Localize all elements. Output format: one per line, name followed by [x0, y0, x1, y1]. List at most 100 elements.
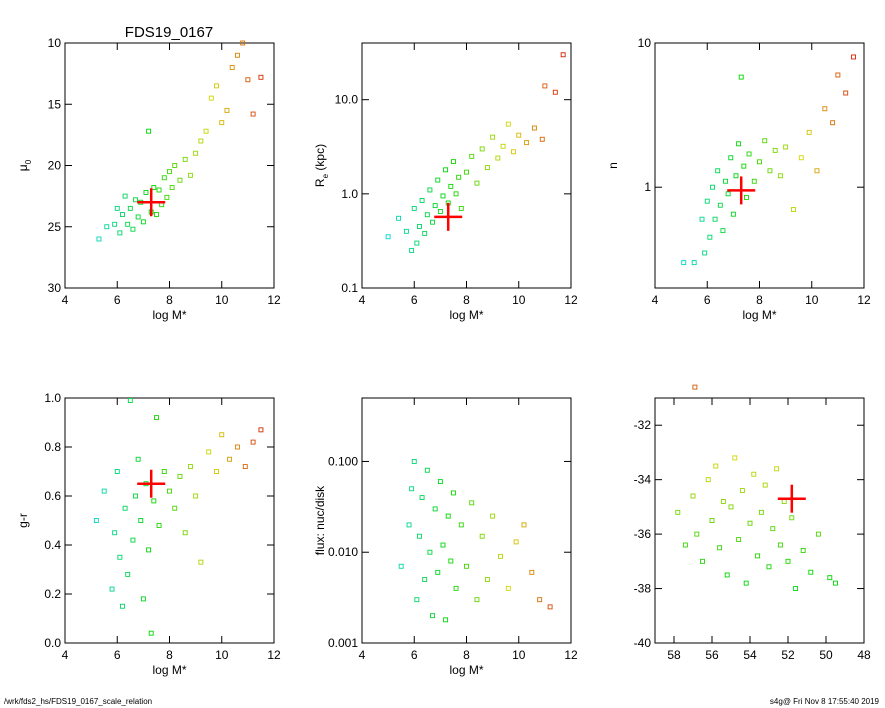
data-point-n [767, 168, 773, 174]
data-point-n [835, 72, 841, 78]
data-point-n [783, 144, 789, 150]
data-point-mag [762, 482, 768, 488]
data-point-gr [206, 449, 212, 455]
data-point-re [385, 234, 391, 240]
y-tick-label-mag: -34 [634, 473, 652, 487]
data-point-mag [755, 553, 761, 559]
data-point-mu0 [229, 65, 235, 70]
data-point-mu0 [169, 185, 175, 191]
x-axis-label-n: log M* [742, 308, 776, 322]
y-tick-label-gr: 1.0 [44, 391, 61, 405]
data-point-re [479, 146, 485, 152]
data-point-gr [172, 505, 178, 511]
data-point-n [710, 184, 715, 190]
plot-frame-gr [64, 397, 275, 644]
data-point-mag [751, 471, 757, 477]
y-tick-label-flux: 0.100 [328, 454, 358, 468]
data-point-flux [409, 486, 415, 492]
data-point-flux [443, 617, 449, 623]
data-point-mag [808, 569, 814, 575]
data-point-n [702, 250, 708, 256]
data-point-re [495, 155, 501, 161]
data-point-n [691, 260, 697, 266]
data-point-gr [187, 464, 193, 470]
x-tick-label-n: 12 [857, 293, 871, 307]
data-point-re [505, 121, 511, 127]
data-point-re [458, 205, 464, 211]
data-point-gr [93, 518, 99, 523]
data-point-gr [182, 530, 188, 536]
y-tick-label-gr: 0.2 [44, 587, 61, 601]
data-point-mu0 [258, 74, 264, 80]
data-point-mag [758, 509, 764, 515]
data-point-flux [440, 542, 446, 548]
data-point-flux [484, 577, 490, 583]
data-point-re [411, 205, 417, 211]
data-point-mu0 [219, 120, 225, 126]
data-point-n [733, 173, 739, 179]
data-point-mag [739, 488, 745, 494]
plot-frame-re [361, 42, 572, 289]
data-point-n [814, 168, 820, 174]
data-point-mu0 [127, 205, 133, 211]
data-point-gr [114, 469, 120, 474]
data-point-re [419, 198, 425, 203]
data-point-gr [153, 415, 159, 421]
plot-frame-flux [361, 397, 572, 644]
data-point-n [681, 260, 687, 266]
data-point-flux [469, 500, 475, 506]
data-point-re [474, 180, 480, 186]
data-point-mag [781, 498, 787, 504]
data-point-n [751, 178, 757, 184]
data-point-n [772, 147, 778, 153]
y-tick-label-re: 10.0 [335, 93, 359, 107]
data-point-mu0 [130, 226, 136, 232]
y-tick-label-mag: -32 [634, 418, 652, 432]
data-point-mag [728, 504, 734, 510]
data-point-re [542, 83, 548, 89]
y-tick-label-mag: -36 [634, 527, 652, 541]
data-point-n [723, 178, 728, 184]
data-point-mag [766, 564, 772, 570]
data-point-re [500, 143, 506, 149]
data-point-mag [724, 572, 730, 578]
y-tick-label-flux: 0.010 [328, 545, 358, 559]
data-point-re [417, 224, 422, 229]
x-tick-label-mag: 54 [743, 648, 757, 662]
data-point-flux [521, 522, 527, 528]
data-point-re [435, 177, 441, 183]
data-point-flux [547, 604, 553, 610]
data-point-mu0 [112, 221, 118, 227]
y-tick-label-mu0: 15 [48, 97, 62, 111]
data-point-gr [117, 554, 123, 560]
data-point-gr [156, 522, 162, 528]
data-point-mag [709, 518, 715, 523]
data-point-gr [146, 547, 152, 553]
data-point-re [450, 159, 456, 165]
data-point-n [707, 234, 713, 240]
data-point-re [437, 209, 443, 214]
data-point-n [736, 141, 742, 147]
x-tick-label-flux: 4 [359, 648, 366, 662]
data-point-mu0 [117, 230, 123, 236]
data-point-n [843, 90, 849, 96]
data-point-n [738, 74, 744, 80]
data-point-gr [101, 488, 107, 494]
data-point-re [422, 230, 428, 236]
data-point-mu0 [193, 150, 199, 156]
data-point-flux [398, 563, 404, 569]
data-point-mag [793, 586, 799, 592]
data-point-flux [424, 467, 430, 473]
y-tick-label-n: 1 [644, 180, 651, 194]
data-point-re [560, 52, 566, 58]
x-axis-label-flux: log M* [449, 663, 483, 677]
data-point-gr [112, 530, 118, 536]
data-point-gr [193, 493, 199, 499]
data-point-re [484, 165, 490, 171]
y-axis-label-flux: flux: nuc/disk [313, 485, 327, 555]
data-point-mag [690, 493, 696, 499]
x-tick-label-re: 4 [359, 293, 366, 307]
data-point-mag [777, 542, 783, 548]
data-point-re [448, 183, 454, 189]
y-tick-label-mu0: 10 [48, 36, 62, 50]
